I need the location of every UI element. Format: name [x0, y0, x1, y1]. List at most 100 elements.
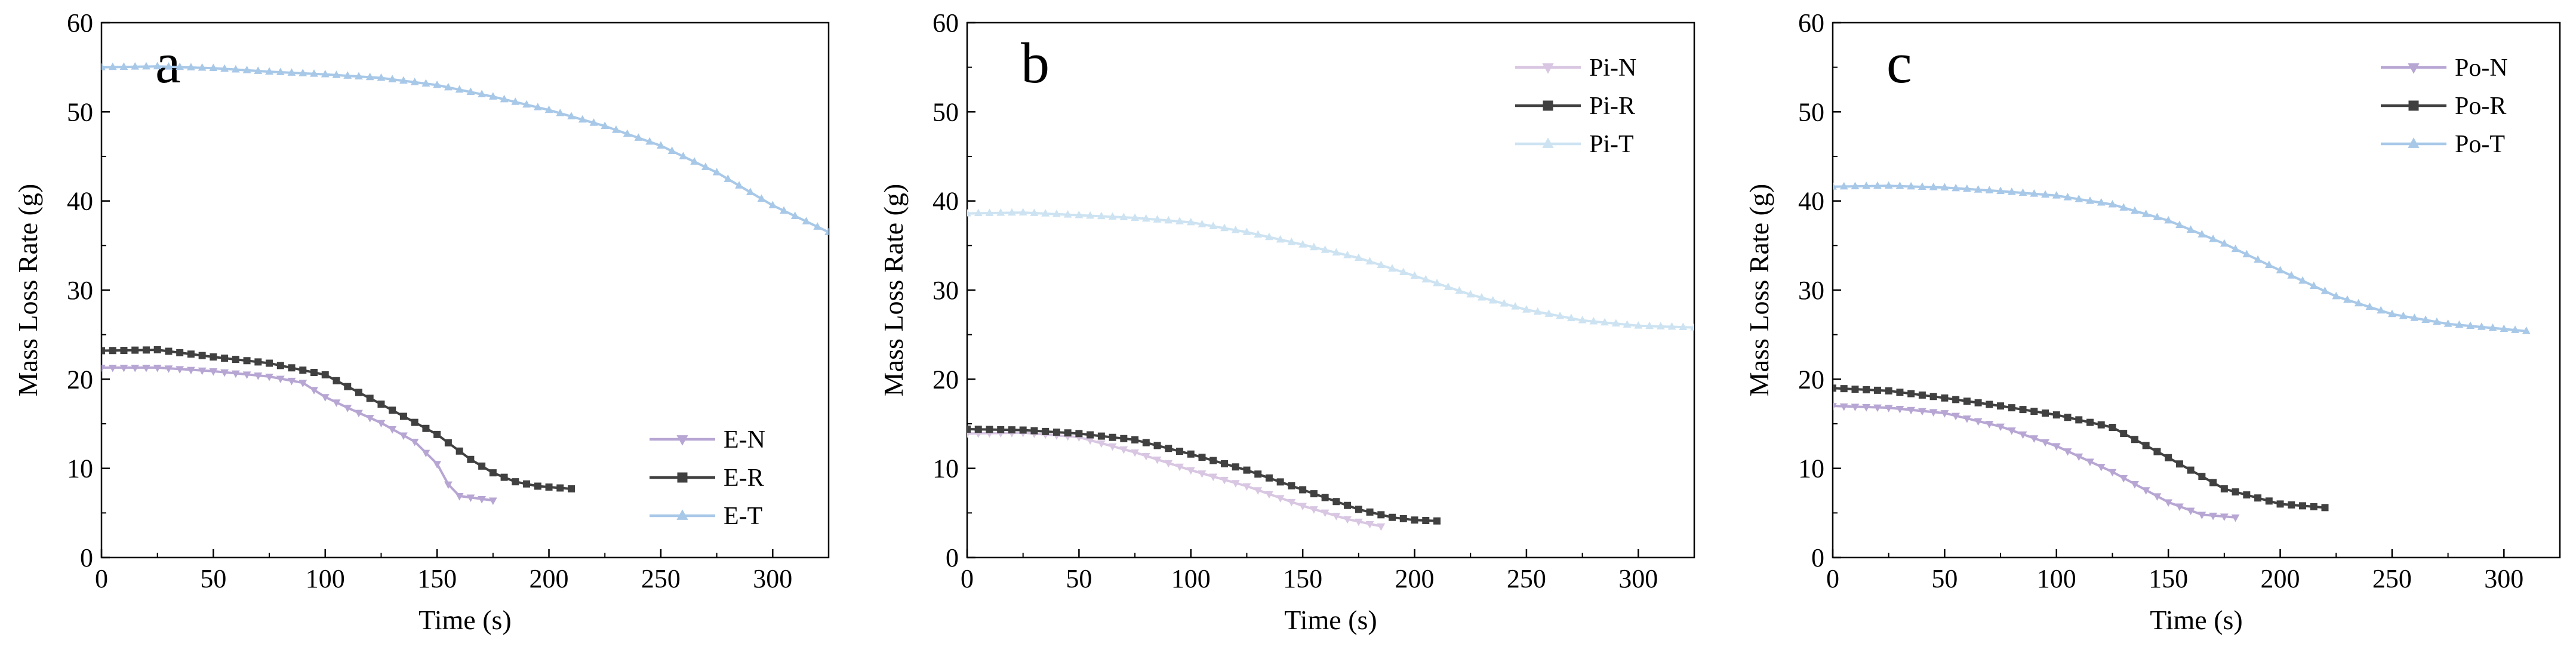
- legend-label-Pi-N: Pi-N: [1589, 54, 1636, 82]
- data-point-Po-N: [2164, 499, 2173, 507]
- data-point-Po-T: [2041, 190, 2049, 198]
- data-point-Po-T: [2254, 255, 2262, 263]
- y-tick-label: 50: [67, 97, 93, 127]
- data-point-E-R: [366, 395, 374, 402]
- x-axis-title: Time (s): [1284, 605, 1377, 635]
- data-point-E-R: [545, 483, 553, 491]
- data-point-Pi-R: [1243, 466, 1251, 474]
- data-point-Po-T: [2388, 309, 2396, 318]
- legend-label-E-N: E-N: [724, 426, 765, 454]
- data-point-Po-T: [2186, 225, 2195, 233]
- data-point-E-T: [488, 92, 497, 100]
- data-point-Pi-T: [1175, 217, 1184, 224]
- data-point-Po-T: [2231, 244, 2240, 252]
- data-point-E-T: [242, 66, 251, 73]
- data-point-E-R: [266, 359, 273, 367]
- data-point-Po-T: [2399, 311, 2408, 319]
- data-point-E-T: [209, 63, 218, 72]
- data-point-E-R: [187, 350, 195, 358]
- data-point-Pi-N: [1265, 491, 1273, 499]
- data-point-E-N: [231, 370, 240, 378]
- data-point-E-R: [478, 462, 486, 470]
- data-point-Po-N: [2063, 448, 2072, 456]
- data-point-Po-R: [2109, 423, 2116, 431]
- data-point-Po-N: [1974, 418, 1983, 426]
- data-point-Pi-R: [1087, 431, 1094, 439]
- y-tick-label: 20: [67, 365, 93, 394]
- panel-letter: b: [1021, 31, 1050, 95]
- data-point-Po-N: [2097, 464, 2106, 472]
- data-point-E-R: [198, 352, 206, 359]
- x-axis-title: Time (s): [418, 605, 512, 635]
- data-point-Pi-R: [1265, 474, 1273, 482]
- data-point-Po-R: [2220, 485, 2228, 493]
- data-point-E-R: [101, 347, 105, 355]
- data-point-Pi-R: [1310, 490, 1318, 498]
- data-point-Pi-N: [1276, 495, 1285, 503]
- data-point-E-T: [153, 61, 162, 70]
- data-point-Pi-R: [1131, 436, 1139, 443]
- data-point-Pi-T: [1488, 295, 1497, 304]
- data-point-Pi-T: [1141, 214, 1150, 222]
- x-tick-label: 50: [1931, 564, 1958, 593]
- panel-c: 0 10 20 30 40 50 60 0 50 100 150 200 250 300 Time (s) M…: [1744, 8, 2561, 635]
- x-tick-label: 250: [2372, 564, 2412, 593]
- data-point-Po-R: [1918, 391, 1926, 399]
- data-point-Po-N: [1918, 408, 1926, 416]
- data-point-Pi-T: [1276, 235, 1285, 243]
- y-tick-label: 60: [932, 8, 959, 38]
- legend-label-Po-T: Po-T: [2455, 131, 2505, 158]
- data-point-Pi-T: [1164, 215, 1173, 224]
- data-point-E-T: [478, 90, 487, 97]
- data-point-E-T: [544, 105, 553, 113]
- data-point-E-T: [101, 63, 106, 70]
- series-Po-R: [1833, 384, 2329, 512]
- data-point-Po-N: [2198, 512, 2206, 519]
- series-E-T: [101, 61, 829, 235]
- plot-frame: [966, 21, 1695, 559]
- data-point-Pi-R: [1209, 457, 1217, 464]
- data-point-Po-R: [1941, 394, 1949, 402]
- data-point-Po-R: [2120, 430, 2128, 438]
- x-tick-label: 300: [2484, 564, 2523, 593]
- data-point-Po-T: [2500, 324, 2509, 332]
- data-point-Po-T: [2242, 250, 2251, 258]
- data-point-Po-R: [1907, 390, 1915, 398]
- data-point-Pi-T: [1063, 210, 1072, 218]
- data-point-Pi-T: [1287, 238, 1296, 245]
- legend-marker-Po-R: [2408, 100, 2419, 111]
- y-tick-label: 40: [1798, 187, 1824, 216]
- data-point-Pi-N: [1097, 440, 1106, 448]
- data-point-E-T: [601, 121, 610, 130]
- y-tick-label: 30: [67, 276, 93, 305]
- data-point-Po-T: [2298, 276, 2307, 284]
- data-point-Pi-T: [1511, 302, 1520, 310]
- data-point-Pi-T: [1667, 322, 1676, 330]
- y-tick-label: 60: [67, 8, 93, 38]
- data-point-Po-T: [2220, 239, 2229, 247]
- data-point-E-T: [220, 64, 229, 72]
- data-point-E-R: [344, 383, 352, 390]
- data-point-Pi-T: [1656, 322, 1665, 329]
- data-point-Po-T: [2175, 220, 2184, 229]
- data-point-Po-R: [2052, 411, 2060, 419]
- data-point-Pi-R: [1097, 432, 1105, 440]
- data-point-E-N: [399, 432, 408, 441]
- data-point-E-N: [276, 375, 285, 383]
- data-point-Pi-T: [1119, 212, 1128, 221]
- data-point-Pi-R: [1198, 454, 1206, 461]
- data-point-Po-N: [2153, 493, 2162, 501]
- data-point-Po-N: [2220, 513, 2229, 521]
- data-point-E-T: [355, 72, 363, 80]
- data-point-Pi-R: [1377, 511, 1385, 519]
- data-point-Pi-R: [1176, 447, 1184, 455]
- data-point-Pi-T: [1433, 279, 1441, 287]
- data-point-E-T: [377, 73, 386, 81]
- data-point-Po-N: [1873, 404, 1882, 412]
- data-point-Po-T: [1884, 181, 1893, 189]
- data-point-E-N: [410, 438, 419, 446]
- y-tick-label: 50: [932, 97, 959, 127]
- data-point-E-R: [422, 424, 430, 432]
- data-point-Po-T: [2030, 189, 2039, 197]
- data-point-Po-R: [2142, 442, 2150, 449]
